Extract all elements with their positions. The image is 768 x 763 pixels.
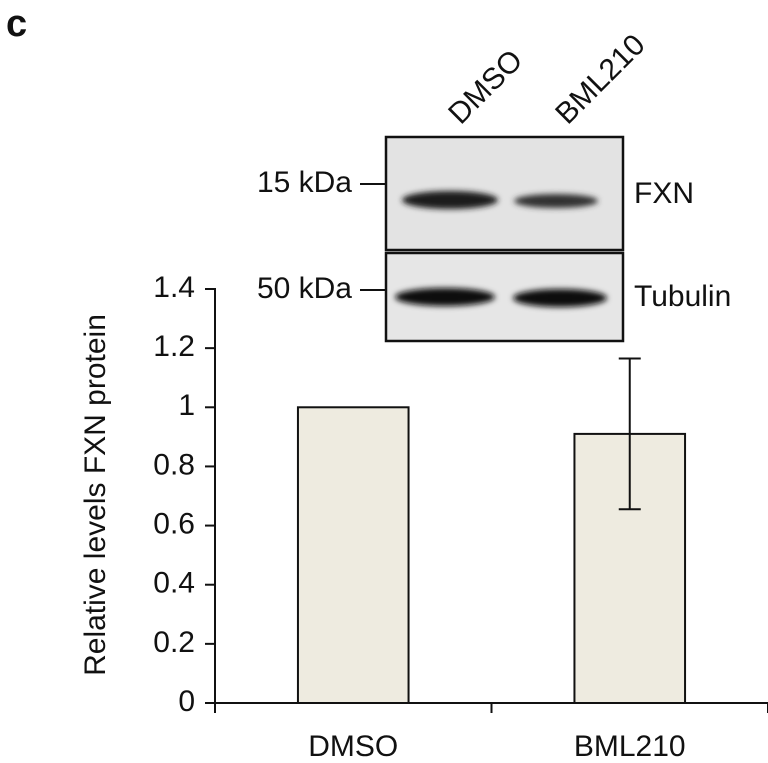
y-tick-label: 0.2 xyxy=(153,626,195,659)
lane-label: DMSO xyxy=(442,44,529,131)
bar xyxy=(296,406,410,704)
y-tick-label: 1 xyxy=(178,389,195,422)
y-tick-label: 0.8 xyxy=(153,448,195,481)
band xyxy=(395,288,495,306)
y-tick-label: 0.4 xyxy=(153,567,195,600)
error-bar xyxy=(618,357,641,511)
x-tick-label: BML210 xyxy=(574,730,686,763)
y-tick-label: 0.6 xyxy=(153,507,195,540)
band xyxy=(402,191,498,209)
y-tick-label: 1.4 xyxy=(153,271,195,304)
marker-label: 50 kDa xyxy=(257,272,352,305)
marker-label: 15 kDa xyxy=(257,166,352,199)
band xyxy=(513,289,607,307)
x-tick-label: DMSO xyxy=(308,730,398,763)
lane-label: BML210 xyxy=(549,28,651,130)
blot: 15 kDa 50 kDa FXN Tubulin DMSO BML210 xyxy=(257,28,731,343)
band xyxy=(514,194,598,208)
protein-label: Tubulin xyxy=(634,280,731,313)
protein-label: FXN xyxy=(634,177,694,210)
panel-label: c xyxy=(6,3,27,45)
y-tick-label: 0 xyxy=(178,685,195,718)
y-tick-label: 1.2 xyxy=(153,330,195,363)
y-axis-title: Relative levels FXN protein xyxy=(79,314,112,676)
